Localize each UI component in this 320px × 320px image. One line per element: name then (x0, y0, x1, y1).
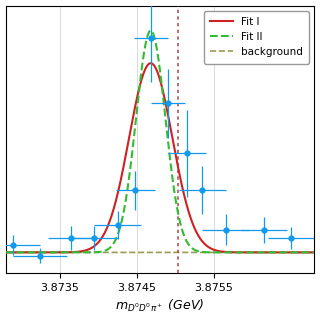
background (154, 251, 158, 254)
Legend: Fit I, Fit II, background: Fit I, Fit II, background (204, 11, 309, 64)
background (20, 251, 23, 254)
Fit II (304, 251, 308, 254)
background (313, 251, 316, 254)
Fit II (146, 34, 149, 38)
Line: Fit I: Fit I (5, 63, 315, 252)
background (303, 251, 307, 254)
Fit I (304, 251, 308, 254)
background (247, 251, 251, 254)
Fit I (4, 251, 7, 254)
background (304, 251, 308, 254)
Fit I (304, 251, 308, 254)
Fit I (247, 251, 251, 254)
Fit II (154, 42, 158, 46)
Line: Fit II: Fit II (5, 31, 315, 252)
Fit II (313, 251, 316, 254)
Fit II (247, 251, 251, 254)
X-axis label: $m_{D^0D^0\pi^+}$ (GeV): $m_{D^0D^0\pi^+}$ (GeV) (115, 298, 205, 315)
Fit I (313, 251, 316, 254)
Fit II (20, 251, 23, 254)
background (4, 251, 7, 254)
Fit II (304, 251, 308, 254)
Fit I (154, 67, 158, 70)
Fit II (149, 29, 153, 33)
background (146, 251, 149, 254)
Fit I (149, 61, 153, 65)
Fit I (20, 251, 23, 254)
Fit II (4, 251, 7, 254)
Fit I (146, 63, 149, 67)
